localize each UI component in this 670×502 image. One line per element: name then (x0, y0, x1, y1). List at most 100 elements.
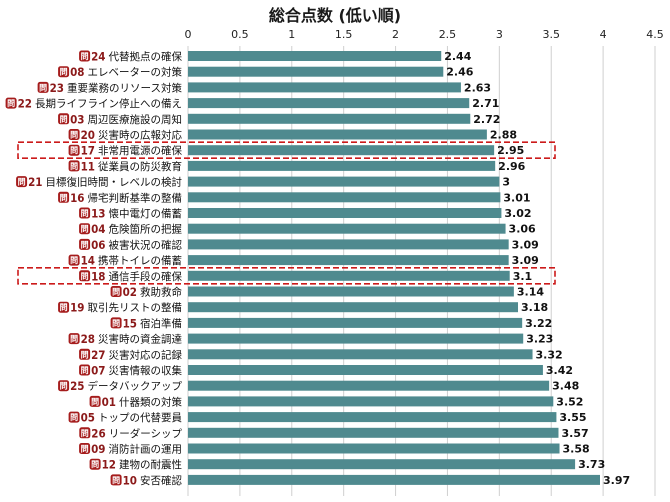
question-badge-icon (68, 333, 80, 345)
question-number: 17 (81, 144, 95, 158)
value-label: 3.73 (578, 458, 605, 471)
question-number: 21 (28, 175, 42, 189)
question-number: 19 (70, 301, 84, 315)
x-tick-label: 4 (600, 28, 607, 41)
bar (188, 443, 560, 454)
category-label: 取引先リストの整備 (88, 301, 183, 314)
bar (188, 98, 470, 109)
question-badge-icon (68, 254, 80, 266)
question-badge-icon (68, 411, 80, 423)
x-tick-label: 0.5 (231, 28, 249, 41)
question-badge-text: 問 (18, 178, 26, 187)
question-badge-icon (68, 129, 80, 140)
question-badge-icon (16, 176, 28, 188)
value-label: 3.55 (559, 411, 586, 424)
question-number: 15 (123, 316, 137, 330)
question-number: 12 (102, 458, 116, 472)
category-label: 目標復旧時間・レベルの検討 (46, 176, 183, 189)
question-number: 07 (91, 364, 105, 378)
question-badge-icon (79, 207, 91, 219)
question-number: 08 (70, 65, 84, 79)
category-label: 災害時の広報対応 (98, 129, 182, 142)
question-badge-text: 問 (91, 460, 99, 469)
value-label: 2.95 (497, 144, 524, 157)
question-number: 04 (91, 222, 105, 236)
bar (188, 176, 500, 187)
highlight-box (17, 141, 556, 159)
question-badge-icon (58, 380, 70, 392)
category-label: 什器類の対策 (119, 395, 182, 408)
question-badge-icon (58, 66, 70, 78)
question-number: 22 (18, 97, 32, 111)
bar (188, 223, 506, 234)
bar (188, 333, 524, 344)
bar (188, 396, 554, 407)
category-label: 消防計画の運用 (109, 443, 183, 456)
bar (188, 160, 496, 171)
bar (188, 302, 519, 313)
bar (188, 270, 510, 281)
category-label: 代替拠点の確保 (109, 50, 183, 63)
value-label: 3.32 (536, 348, 563, 361)
category-label: 危険箇所の把握 (109, 223, 183, 236)
category-label: 非常用電源の確保 (98, 144, 182, 157)
category-label: リーダーシップ (109, 427, 183, 440)
question-badge-text: 問 (60, 193, 68, 202)
question-number: 28 (81, 332, 95, 346)
question-number: 05 (81, 411, 95, 425)
question-badge-text: 問 (60, 68, 68, 77)
question-number: 24 (91, 50, 105, 64)
bar (188, 317, 523, 328)
question-badge-text: 問 (70, 335, 78, 344)
bar (188, 129, 487, 140)
question-badge-text: 問 (70, 413, 78, 422)
question-badge-text: 問 (112, 476, 120, 485)
value-label: 3.52 (556, 395, 583, 408)
bar (188, 380, 550, 391)
question-badge-text: 問 (81, 52, 89, 61)
value-label: 2.71 (472, 97, 499, 110)
category-label: 救助救命 (140, 286, 182, 299)
bar (188, 474, 600, 485)
value-label: 3.57 (561, 427, 588, 440)
value-label: 2.72 (473, 113, 500, 126)
question-badge-text: 問 (70, 162, 78, 171)
category-label: 帰宅判断基準の整備 (88, 191, 183, 204)
category-label: データバックアップ (88, 380, 183, 393)
question-badge-text: 問 (112, 288, 120, 297)
value-label: 3.42 (546, 364, 573, 377)
question-badge-icon (37, 81, 49, 93)
category-label: 災害対応の記録 (109, 348, 183, 361)
value-label: 2.46 (446, 66, 473, 79)
question-number: 14 (81, 254, 95, 268)
bar (188, 412, 557, 423)
category-label: 従業員の防災教育 (98, 160, 182, 173)
bar (188, 192, 501, 203)
question-badge-text: 問 (60, 303, 68, 312)
bar (188, 459, 576, 470)
question-badge-icon (58, 113, 70, 125)
value-label: 3.09 (512, 254, 539, 267)
bar (188, 239, 509, 250)
question-badge-icon (79, 50, 91, 62)
bar (188, 349, 533, 360)
value-label: 3.09 (512, 238, 539, 251)
question-badge-text: 問 (81, 366, 89, 375)
question-number: 13 (91, 207, 105, 221)
question-badge-text: 問 (81, 209, 89, 218)
question-badge-text: 問 (112, 319, 120, 328)
bar (188, 145, 495, 156)
value-label: 2.88 (490, 129, 517, 142)
question-badge-text: 問 (81, 240, 89, 249)
question-badge-icon (5, 97, 17, 109)
question-badge-icon (89, 458, 101, 470)
value-label: 3.02 (504, 207, 531, 220)
bar (188, 113, 471, 124)
category-label: エレベーターの対策 (88, 66, 183, 79)
category-label: 宿泊準備 (140, 317, 182, 330)
question-badge-icon (58, 301, 70, 313)
question-badge-icon (79, 443, 91, 454)
category-label: 災害情報の収集 (109, 364, 183, 377)
question-badge-text: 問 (81, 429, 89, 438)
